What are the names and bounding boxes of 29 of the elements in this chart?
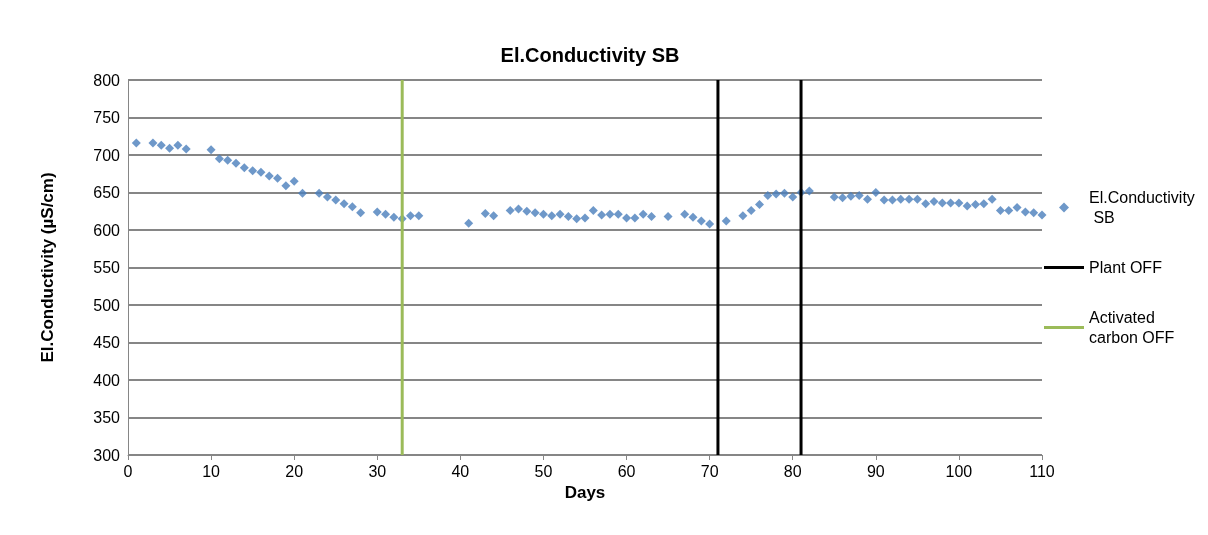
x-tick-label: 40 [451,462,470,480]
x-tick-label: 70 [700,462,719,480]
x-axis-title: Days [564,482,606,502]
x-tick-label: 60 [617,462,636,480]
x-tick-label: 50 [534,462,553,480]
y-tick-label: 300 [93,446,121,464]
y-tick-label: 550 [93,259,121,276]
x-tick-label: 100 [945,462,973,480]
y-tick-label: 600 [93,221,121,239]
legend-label: El.Conductivity SB [1089,189,1195,226]
y-tick-label: 450 [93,334,121,351]
x-tick-label: 10 [202,462,221,480]
x-tick-label: 80 [783,462,802,480]
y-tick-label: 800 [93,71,121,89]
y-axis-title: El.Conductivity (µS/cm) [38,172,57,363]
chart-title: El.Conductivity SB [500,44,680,66]
x-tick-label: 110 [1029,462,1055,480]
legend-label: Plant OFF [1089,259,1163,276]
x-tick-label: 0 [123,462,133,480]
y-tick-label: 750 [93,109,121,126]
y-tick-label: 350 [93,409,121,426]
x-tick-label: 30 [368,462,387,480]
x-tick-label: 20 [285,462,304,480]
y-tick-label: 400 [93,371,121,389]
y-tick-label: 650 [93,184,121,201]
x-tick-label: 90 [866,462,885,480]
y-tick-label: 700 [93,146,121,164]
legend-label: Activated carbon OFF [1089,309,1175,346]
y-tick-label: 500 [93,296,121,314]
